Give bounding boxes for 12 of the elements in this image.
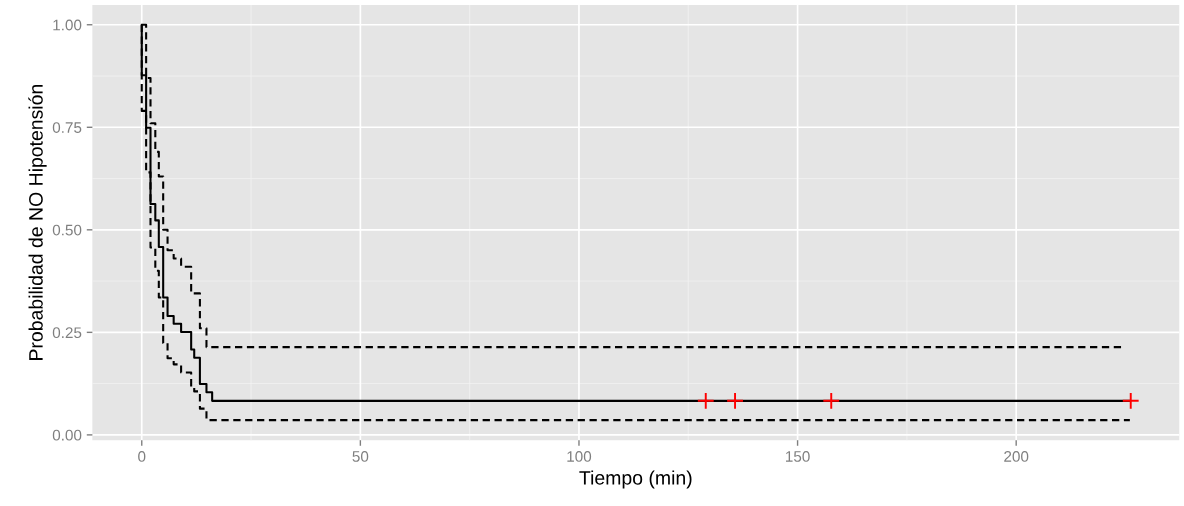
y-axis-title: Probabilidad de NO Hipotensión <box>28 85 47 360</box>
x-tick-label: 150 <box>786 451 810 462</box>
y-tick-label: 0.00 <box>52 429 82 441</box>
x-tick-label: 0 <box>138 451 146 462</box>
x-axis-title: Tiempo (min) <box>579 470 692 489</box>
y-tick-label: 1.00 <box>53 19 82 31</box>
x-tick-label: 50 <box>352 451 369 462</box>
y-tick-label: 0.75 <box>52 122 82 133</box>
x-tick-label: 200 <box>1004 451 1029 462</box>
y-tick-label: 0.50 <box>52 224 82 236</box>
x-tick-label: 100 <box>567 451 592 462</box>
y-tick-label: 0.25 <box>52 327 82 339</box>
